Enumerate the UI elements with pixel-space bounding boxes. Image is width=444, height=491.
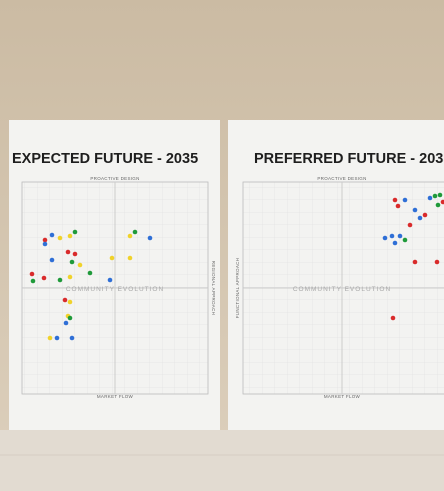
sticker-dot [407,222,413,228]
sticker-dot [69,335,75,341]
sticker-dot [87,270,93,276]
sticker-dot [42,237,48,243]
sticker-dot [397,233,403,239]
sticker-dot [109,255,115,261]
sticker-dot [402,197,408,203]
sticker-dot [42,241,48,247]
sticker-dot [147,235,153,241]
sticker-dot [67,315,73,321]
sticker-dot [107,277,113,283]
sticker-dot [62,297,68,303]
sticker-dot [67,299,73,305]
sticker-dot [417,215,423,221]
sticker-dot [395,203,401,209]
sticker-dot [72,229,78,235]
side-label: FUNCTIONAL APPROACH [235,258,240,319]
sticker-dot [392,197,398,203]
sticker-dot [389,233,395,239]
bottom-label: MARKET FLOW [97,394,134,399]
sticker-dot [437,192,443,198]
sticker-dot [67,233,73,239]
sticker-dot [72,251,78,257]
sticker-dot [29,271,35,277]
sticker-dot [47,335,53,341]
sticker-dot [127,255,133,261]
sticker-dot [432,193,438,199]
sticker-dot [434,259,440,265]
sticker-dot [435,202,441,208]
sticker-dot [49,257,55,263]
sticker-dot [54,335,60,341]
sticker-dot [422,212,428,218]
center-label: COMMUNITY EVOLUTION [293,286,391,293]
sticker-dot [77,262,83,268]
floor [0,430,444,491]
sticker-dot [67,274,73,280]
bottom-label: MARKET FLOW [324,394,361,399]
top-label: PROACTIVE DESIGN [90,176,139,181]
poster-title: EXPECTED FUTURE - 2035 [12,151,198,167]
sticker-dot [402,237,408,243]
sticker-dot [65,249,71,255]
side-label: REGIONAL APPROACH [211,261,216,315]
sticker-dot [69,259,75,265]
sticker-dot [57,235,63,241]
sticker-dot [132,229,138,235]
sticker-dot [412,207,418,213]
sticker-dot [49,232,55,238]
sticker-dot [412,259,418,265]
sticker-dot [390,315,396,321]
stickers [29,192,444,341]
sticker-dot [382,235,388,241]
sticker-dot [392,240,398,246]
sticker-dot [427,195,433,201]
sticker-dot [57,277,63,283]
sticker-dot [127,233,133,239]
sticker-dot [41,275,47,281]
sticker-dot [30,278,36,284]
sticker-dot [63,320,69,326]
poster-title: PREFERRED FUTURE - 2035 [254,151,444,167]
top-label: PROACTIVE DESIGN [317,176,366,181]
sticker-dot [440,199,444,205]
center-label: COMMUNITY EVOLUTION [66,286,164,293]
